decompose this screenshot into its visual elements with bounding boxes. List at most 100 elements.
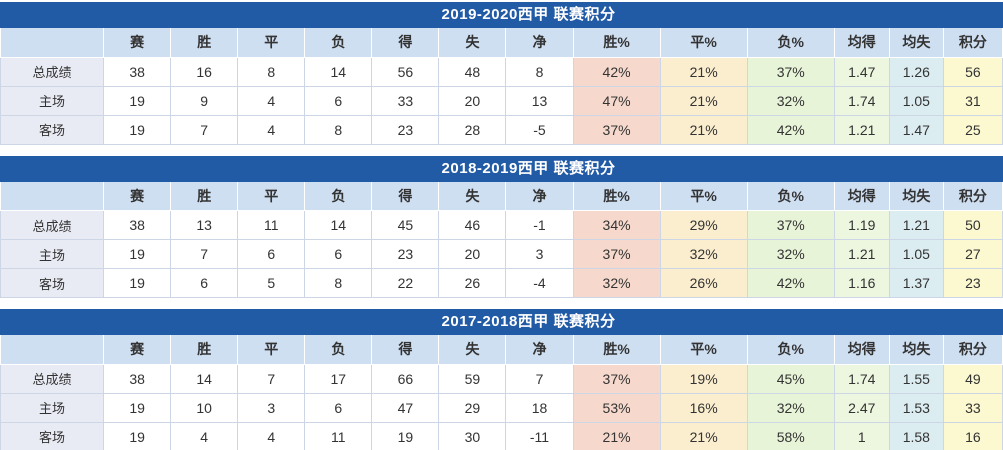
- table-cell: 2.47: [833, 392, 890, 423]
- table-cell: 37%: [572, 363, 661, 394]
- table-cell: 1.37: [888, 268, 944, 298]
- table-cell: 66: [371, 363, 440, 394]
- table-cell: 22: [371, 268, 440, 298]
- row-label: 主场: [0, 239, 105, 269]
- table-cell: 1.74: [833, 363, 890, 394]
- table-cell: 23: [942, 268, 1003, 298]
- column-header: 负%: [746, 335, 835, 365]
- column-header: 胜%: [572, 28, 661, 58]
- table-cell: 4: [170, 421, 239, 450]
- table-cell: 11: [304, 421, 373, 450]
- column-header: 净: [505, 335, 574, 365]
- table-cell: 10: [170, 392, 239, 423]
- table-cell: 38: [103, 210, 172, 240]
- table-cell: 1.21: [888, 210, 944, 240]
- column-header: 积分: [942, 335, 1003, 365]
- column-header: 平%: [659, 335, 748, 365]
- column-header: 均得: [833, 28, 890, 58]
- table-cell: 6: [304, 392, 373, 423]
- column-header: 胜%: [572, 181, 661, 211]
- table-cell: 32%: [572, 268, 661, 298]
- column-header: 均失: [888, 28, 944, 58]
- table-cell: 19: [371, 421, 440, 450]
- table-cell: 6: [170, 268, 239, 298]
- column-header: 胜: [170, 335, 239, 365]
- season-table: 2017-2018西甲 联赛积分 赛胜平负得失净胜% 平% 负% 均得 均失 积分 总成绩…: [0, 309, 1003, 450]
- table-cell: 20: [438, 85, 507, 116]
- column-header: 得: [371, 181, 440, 211]
- table-cell: 16: [170, 56, 239, 87]
- table-cell: 21%: [572, 421, 661, 450]
- table-cell: 1.47: [888, 114, 944, 145]
- stats-table: 赛胜平负得失净胜% 平% 负% 均得 均失 积分 总成绩 38 14 7 17 66 59 7 37% 19…: [0, 335, 1003, 450]
- table-cell: 47: [371, 392, 440, 423]
- table-cell: 42%: [572, 56, 661, 87]
- column-header: 失: [438, 335, 507, 365]
- column-header: 赛: [103, 181, 172, 211]
- table-cell: 11: [237, 210, 306, 240]
- table-row: 主场 19 7 6 6 23 20 3 37% 32% 32% 1.21 1.05 27: [0, 239, 1003, 269]
- column-header: 净: [505, 181, 574, 211]
- table-cell: 56: [942, 56, 1003, 87]
- column-header: 平: [237, 181, 306, 211]
- table-cell: 23: [371, 114, 440, 145]
- table-cell: 42%: [746, 114, 835, 145]
- column-header: 平%: [659, 181, 748, 211]
- table-cell: 1.47: [833, 56, 890, 87]
- table-cell: 6: [237, 239, 306, 269]
- column-header: 胜: [170, 28, 239, 58]
- column-header: 赛: [103, 335, 172, 365]
- season-table: 2019-2020西甲 联赛积分 赛胜平负得失净胜% 平% 负% 均得 均失 积分 总成绩…: [0, 2, 1003, 145]
- table-cell: 7: [170, 114, 239, 145]
- table-title: 2019-2020西甲 联赛积分: [0, 2, 1003, 28]
- table-cell: 19: [103, 85, 172, 116]
- table-cell: 32%: [659, 239, 748, 269]
- table-cell: 46: [438, 210, 507, 240]
- table-cell: 37%: [572, 114, 661, 145]
- table-cell: 8: [304, 268, 373, 298]
- table-cell: 33: [942, 392, 1003, 423]
- column-header: 胜: [170, 181, 239, 211]
- table-cell: 4: [237, 421, 306, 450]
- table-cell: 25: [942, 114, 1003, 145]
- table-cell: 33: [371, 85, 440, 116]
- table-cell: 1.74: [833, 85, 890, 116]
- table-cell: 4: [237, 85, 306, 116]
- table-cell: 26: [438, 268, 507, 298]
- row-label: 客场: [0, 268, 105, 298]
- row-label: 客场: [0, 421, 105, 450]
- table-cell: 48: [438, 56, 507, 87]
- row-label-header: [0, 28, 105, 58]
- table-cell: 1.53: [888, 392, 944, 423]
- table-cell: 19%: [659, 363, 748, 394]
- table-cell: 1.26: [888, 56, 944, 87]
- table-cell: 32%: [746, 392, 835, 423]
- column-header: 失: [438, 28, 507, 58]
- table-cell: 3: [505, 239, 574, 269]
- column-header: 均失: [888, 181, 944, 211]
- table-cell: 1.55: [888, 363, 944, 394]
- table-cell: 34%: [572, 210, 661, 240]
- table-cell: 32%: [746, 85, 835, 116]
- header-row: 赛胜平负得失净胜% 平% 负% 均得 均失 积分: [0, 335, 1003, 365]
- table-cell: 38: [103, 363, 172, 394]
- table-cell: -1: [505, 210, 574, 240]
- table-row: 总成绩 38 16 8 14 56 48 8 42% 21% 37% 1.47 1.26 56: [0, 56, 1003, 87]
- table-cell: 28: [438, 114, 507, 145]
- table-cell: 5: [237, 268, 306, 298]
- table-cell: 1.05: [888, 239, 944, 269]
- table-cell: 32%: [746, 239, 835, 269]
- table-cell: 42%: [746, 268, 835, 298]
- column-header: 负: [304, 335, 373, 365]
- table-row: 主场 19 10 3 6 47 29 18 53% 16% 32% 2.47 1.53 33: [0, 392, 1003, 423]
- table-title: 2018-2019西甲 联赛积分: [0, 155, 1003, 182]
- stats-table: 赛胜平负得失净胜% 平% 负% 均得 均失 积分 总成绩 38 13 11 14 45 46 -1 34%…: [0, 181, 1003, 298]
- table-cell: 1.21: [833, 239, 890, 269]
- table-row: 客场 19 4 4 11 19 30 -11 21% 21% 58% 1 1.58 16: [0, 421, 1003, 450]
- row-label: 总成绩: [0, 56, 105, 87]
- table-cell: 1.19: [833, 210, 890, 240]
- table-cell: 18: [505, 392, 574, 423]
- table-cell: 16: [942, 421, 1003, 450]
- table-cell: 49: [942, 363, 1003, 394]
- column-header: 负: [304, 181, 373, 211]
